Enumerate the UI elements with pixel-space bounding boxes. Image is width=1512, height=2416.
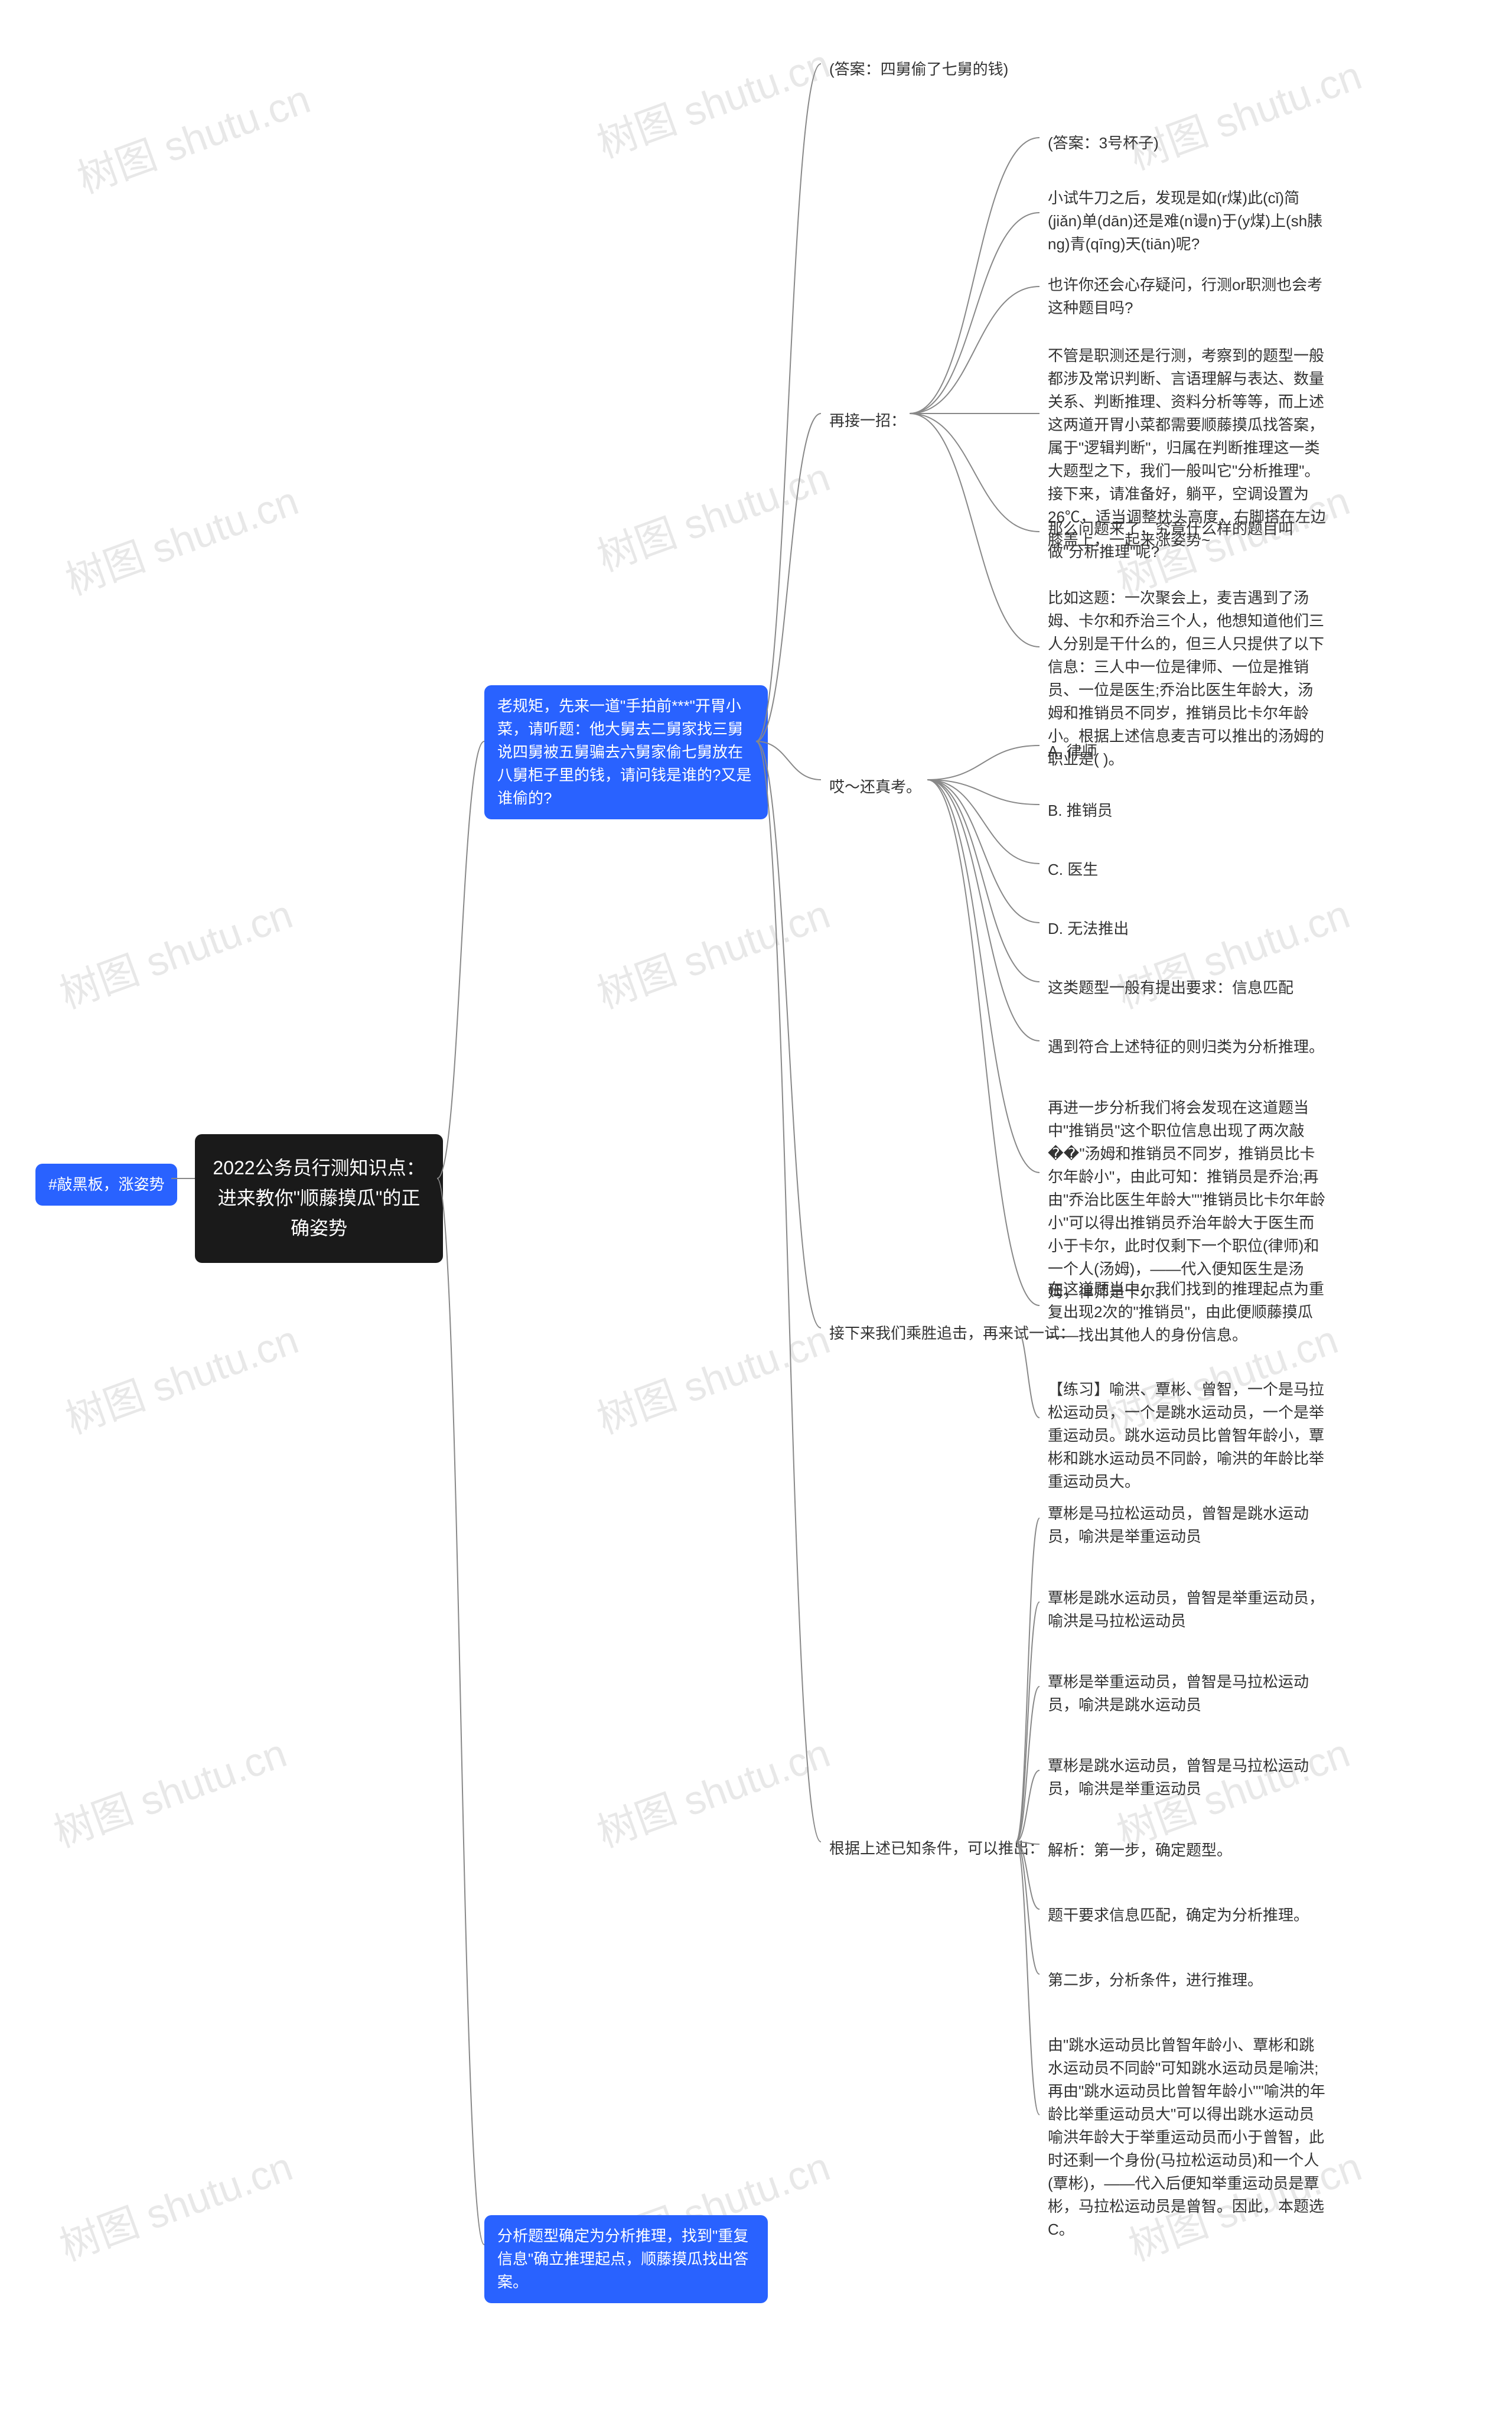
main-node-2[interactable]: 分析题型确定为分析推理，找到"重复信息"确立推理起点，顺藤摸瓜找出答案。: [484, 2215, 768, 2303]
leaf-23[interactable]: 由"跳水运动员比曾智年龄小、覃彬和跳水运动员不同龄"可知跳水运动员是喻洪;再由"…: [1040, 2029, 1335, 2246]
root-node[interactable]: 2022公务员行测知识点：进来教你"顺藤摸瓜"的正确姿势: [195, 1134, 443, 1263]
leaf-9[interactable]: C. 医生: [1040, 854, 1106, 886]
sub-mid-4[interactable]: 根据上述已知条件，可以推出：: [821, 1832, 1052, 1865]
watermark: 树图 shutu.cn: [56, 468, 305, 607]
sub-mid-2[interactable]: 哎～还真考。: [821, 771, 930, 803]
leaf-16[interactable]: 覃彬是马拉松运动员，曾智是跳水运动员，喻洪是举重运动员: [1040, 1497, 1335, 1553]
watermark: 树图 shutu.cn: [44, 1721, 293, 1859]
answer-1[interactable]: (答案：四舅偷了七舅的钱): [821, 53, 1016, 86]
watermark: 树图 shutu.cn: [1119, 43, 1368, 181]
leaf-20[interactable]: 解析：第一步，确定题型。: [1040, 1834, 1240, 1867]
watermark: 树图 shutu.cn: [56, 1307, 305, 1445]
leaf-10[interactable]: D. 无法推出: [1040, 913, 1137, 945]
leaf-2[interactable]: 小试牛刀之后，发现是如(r煤)此(cǐ)简(jiǎn)单(dān)还是难(n谩n…: [1040, 182, 1335, 261]
leaf-14[interactable]: 在这道题当中，我们找到的推理起点为重复出现2次的"推销员"，由此便顺藤摸瓜——找…: [1040, 1273, 1335, 1352]
tag-node[interactable]: #敲黑板，涨姿势: [35, 1164, 177, 1206]
leaf-22[interactable]: 第二步，分析条件，进行推理。: [1040, 1964, 1271, 1997]
watermark: 树图 shutu.cn: [588, 445, 836, 583]
leaf-19[interactable]: 覃彬是跳水运动员，曾智是马拉松运动员，喻洪是举重运动员: [1040, 1750, 1335, 1805]
leaf-18[interactable]: 覃彬是举重运动员，曾智是马拉松运动员，喻洪是跳水运动员: [1040, 1666, 1335, 1721]
leaf-5[interactable]: 那么问题来了，究竟什么样的题目叫做"分析推理"呢?: [1040, 513, 1335, 568]
watermark: 树图 shutu.cn: [50, 882, 299, 1020]
watermark: 树图 shutu.cn: [588, 1721, 836, 1859]
leaf-7[interactable]: A. 律师: [1040, 735, 1106, 768]
watermark: 树图 shutu.cn: [588, 1307, 836, 1445]
leaf-12[interactable]: 遇到符合上述特征的则归类为分析推理。: [1040, 1031, 1332, 1063]
leaf-21[interactable]: 题干要求信息匹配，确定为分析推理。: [1040, 1899, 1317, 1932]
leaf-1[interactable]: (答案：3号杯子): [1040, 127, 1167, 159]
leaf-3[interactable]: 也许你还会心存疑问，行测or职测也会考这种题目吗?: [1040, 269, 1335, 324]
main-node-1[interactable]: 老规矩，先来一道"手拍前***"开胃小菜，请听题：他大舅去二舅家找三舅说四舅被五…: [484, 685, 768, 819]
leaf-15[interactable]: 【练习】喻洪、覃彬、曾智，一个是马拉松运动员，一个是跳水运动员，一个是举重运动员…: [1040, 1373, 1335, 1498]
watermark: 树图 shutu.cn: [68, 67, 317, 205]
watermark: 树图 shutu.cn: [50, 2134, 299, 2272]
leaf-17[interactable]: 覃彬是跳水运动员，曾智是举重运动员，喻洪是马拉松运动员: [1040, 1582, 1335, 1637]
leaf-11[interactable]: 这类题型一般有提出要求：信息匹配: [1040, 972, 1302, 1004]
leaf-8[interactable]: B. 推销员: [1040, 795, 1121, 827]
sub-mid-1[interactable]: 再接一招：: [821, 405, 914, 437]
watermark: 树图 shutu.cn: [588, 882, 836, 1020]
watermark: 树图 shutu.cn: [588, 31, 836, 170]
